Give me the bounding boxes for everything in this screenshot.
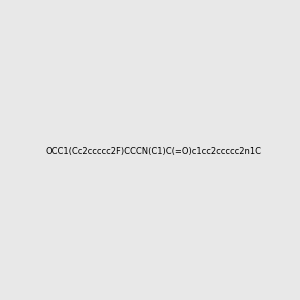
Text: OCC1(Cc2ccccc2F)CCCN(C1)C(=O)c1cc2ccccc2n1C: OCC1(Cc2ccccc2F)CCCN(C1)C(=O)c1cc2ccccc2… [46, 147, 262, 156]
